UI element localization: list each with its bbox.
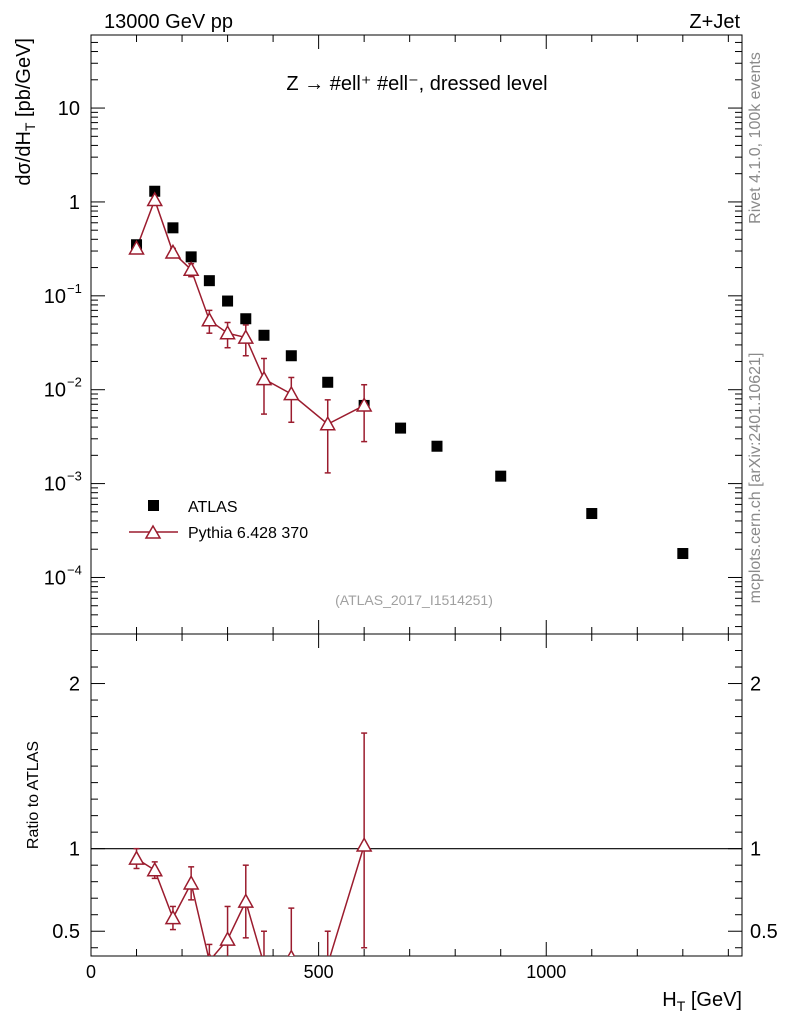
header-left-title: 13000 GeV pp: [104, 11, 233, 33]
ratio-data-point: [263, 955, 265, 956]
y-tick-label-main: 10: [44, 567, 66, 589]
atlas-data-point: [586, 508, 598, 520]
ratio-data-point: [219, 930, 236, 946]
legend-pythia-marker: [144, 524, 162, 539]
legend: ATLAS Pythia 6.428 370: [129, 499, 308, 542]
pythia-data-point: [219, 324, 236, 340]
main-y-axis-label-unit: [pb/GeV]: [13, 38, 35, 123]
mcplots-label: mcplots.cern.ch [arXiv:2401.10621]: [747, 353, 764, 604]
y-tick-label-main: 10: [58, 98, 80, 120]
rivet-version-label: Rivet 4.1.0, 100k events: [747, 52, 764, 224]
y-tick-label-main: 10: [44, 286, 66, 308]
main-y-axis-label-main: dσ/dH: [13, 131, 35, 186]
atlas-data-point: [322, 376, 334, 388]
ratio-panel-frame: [90, 633, 743, 957]
ratio-y-axis-label: Ratio to ATLAS: [25, 741, 42, 849]
ratio-axis-ticks: 0 500 1000 0.5 0.5 1 1 2 2: [52, 634, 778, 982]
y-tick-label-main: 10: [44, 474, 66, 496]
atlas-data-point: [240, 313, 252, 325]
atlas-data-point: [222, 295, 234, 307]
pythia-data-point: [255, 370, 273, 386]
pythia-data-point: [237, 328, 255, 344]
pythia-data-point: [283, 385, 300, 401]
x-axis-label-unit: [GeV]: [685, 989, 742, 1011]
y-tick-label-ratio-right: 2: [750, 674, 761, 696]
pythia-data-point: [146, 191, 164, 207]
legend-pythia-label: Pythia 6.428 370: [188, 525, 308, 542]
ratio-clipped-group: [128, 732, 373, 956]
atlas-data-point: [167, 222, 179, 234]
header-right-title: Z+Jet: [689, 11, 740, 33]
x-axis-label: HT [GeV]: [662, 989, 742, 1014]
pythia-data-point: [201, 311, 218, 327]
ratio-data-point: [287, 949, 296, 956]
x-tick-label: 1000: [526, 962, 566, 982]
y-tick-label-ratio-left: 1: [69, 839, 80, 861]
ratio-data-point: [128, 850, 145, 865]
y-tick-label-main: 1: [69, 192, 80, 214]
main-panel-frame: [90, 34, 743, 635]
main-title: Z → #ell⁺ #ell⁻, dressed level: [286, 73, 547, 95]
ratio-data-point: [146, 861, 164, 877]
y-tick-label-ratio-left: 2: [69, 674, 80, 696]
pythia-series-line: [135, 197, 365, 426]
pythia-data-point: [128, 239, 145, 255]
atlas-data-point: [149, 185, 161, 197]
y-tick-label-ratio-right: 1: [750, 839, 761, 861]
analysis-tag: (ATLAS_2017_I1514251): [335, 592, 493, 608]
ratio-data-marks: [128, 732, 373, 956]
atlas-data-point: [203, 275, 215, 287]
x-tick-label: 0: [86, 962, 96, 982]
atlas-data-point: [285, 350, 297, 362]
main-data-marks: [128, 185, 689, 560]
y-tick-label-exponent: −3: [67, 469, 82, 484]
y-tick-label-exponent: −1: [67, 281, 82, 296]
atlas-data-point: [258, 329, 270, 341]
atlas-data-point: [677, 548, 689, 560]
y-tick-label-exponent: −4: [67, 562, 82, 577]
x-tick-label: 500: [304, 962, 334, 982]
atlas-data-point: [431, 440, 443, 452]
main-y-axis-label: dσ/dHT [pb/GeV]: [13, 38, 38, 186]
y-tick-label-ratio-right: 0.5: [750, 921, 778, 943]
x-axis-label-sub: T: [677, 998, 686, 1014]
legend-atlas-label: ATLAS: [188, 499, 238, 516]
pythia-data-point: [355, 396, 373, 412]
ratio-data-point: [355, 836, 373, 852]
main-y-axis-label-sub: T: [22, 122, 38, 131]
ratio-data-point: [164, 909, 182, 925]
pythia-data-point: [164, 243, 182, 259]
x-axis-label-main: H: [662, 989, 676, 1011]
ratio-data-point: [237, 892, 255, 908]
ratio-panel: 0 500 1000 0.5 0.5 1 1 2 2 Ratio to ATLAS HT [Ge…: [25, 633, 778, 1014]
atlas-data-point: [395, 422, 407, 434]
y-tick-label-main: 10: [44, 380, 66, 402]
atlas-data-point: [185, 251, 197, 263]
ratio-data-point: [182, 874, 200, 890]
y-tick-label-exponent: −2: [67, 375, 82, 390]
legend-atlas-marker: [148, 500, 159, 511]
pythia-data-point: [319, 415, 337, 431]
pythia-data-point: [182, 261, 200, 277]
y-tick-label-ratio-left: 0.5: [52, 921, 80, 943]
ratio-data-point: [207, 952, 212, 956]
atlas-data-point: [495, 470, 507, 482]
